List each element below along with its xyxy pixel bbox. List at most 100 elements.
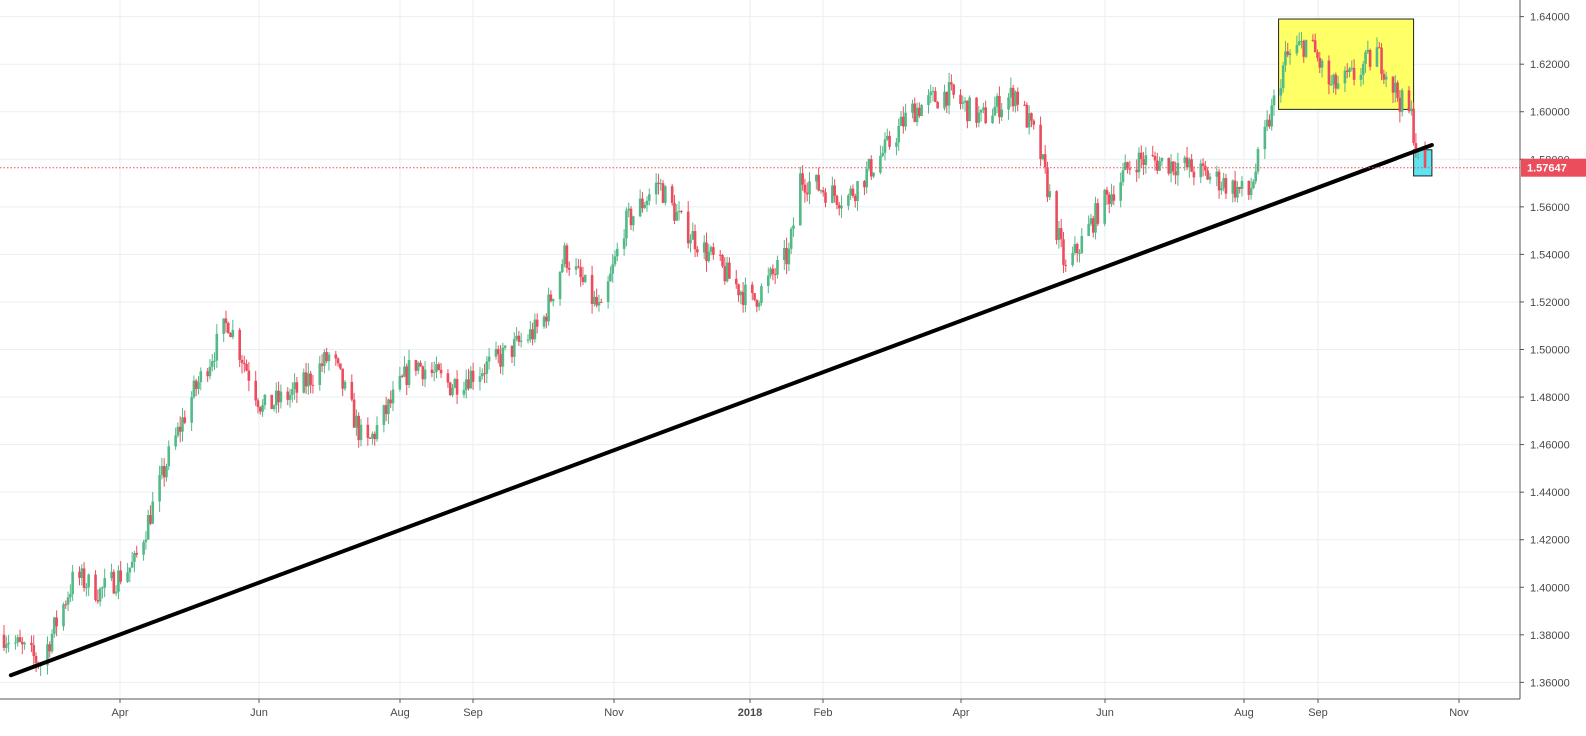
x-tick-label: Apr xyxy=(952,707,969,719)
y-tick-label: 1.44000 xyxy=(1530,487,1570,499)
candle-body xyxy=(547,294,550,322)
candle-body xyxy=(1075,244,1079,254)
candle-body xyxy=(1377,47,1381,49)
candle-body xyxy=(995,95,999,107)
candle-body xyxy=(1410,108,1413,112)
candle-body xyxy=(455,379,459,395)
candle-body xyxy=(1172,161,1175,172)
candle-body xyxy=(355,415,358,428)
candle-body xyxy=(176,426,180,436)
candle-body xyxy=(835,195,839,205)
candle-body xyxy=(64,604,68,606)
candle-body xyxy=(993,106,997,116)
candle-body xyxy=(167,446,171,467)
candle-body xyxy=(288,394,292,400)
candle-body xyxy=(904,112,907,127)
candle-body xyxy=(190,397,193,423)
x-tick-label: Sep xyxy=(1308,707,1328,719)
candle-body xyxy=(936,101,939,109)
candle-body xyxy=(485,361,489,374)
candle-body xyxy=(1139,152,1143,160)
y-tick-label: 1.52000 xyxy=(1530,297,1570,309)
candle-body xyxy=(913,103,917,123)
candle-body xyxy=(1256,149,1260,172)
x-tick-label: Aug xyxy=(1234,707,1254,719)
candle-body xyxy=(85,587,88,589)
candle-body xyxy=(1272,95,1276,106)
candle-body xyxy=(1144,155,1148,165)
candle-body xyxy=(208,366,212,377)
candle-body xyxy=(753,293,756,300)
trendline-layer[interactable] xyxy=(0,143,1520,678)
candle-body xyxy=(803,184,807,193)
y-tick-label: 1.60000 xyxy=(1530,107,1570,119)
candle-body xyxy=(4,644,8,648)
candle-body xyxy=(1366,49,1370,53)
candle-body xyxy=(373,433,377,440)
candle-body xyxy=(368,437,372,439)
candle-body xyxy=(112,571,116,594)
candle-body xyxy=(1352,67,1356,80)
candle-body xyxy=(128,567,132,573)
y-tick-label: 1.50000 xyxy=(1530,345,1570,357)
candle-body xyxy=(654,182,658,195)
candle-body xyxy=(837,204,841,209)
candle-body xyxy=(110,571,113,579)
candle-body xyxy=(311,384,315,386)
candle-body xyxy=(343,381,347,389)
candle-body xyxy=(224,318,228,324)
candle-body xyxy=(1332,74,1335,85)
candle-body xyxy=(183,417,187,423)
candle-body xyxy=(178,426,182,432)
trendline[interactable] xyxy=(8,143,1434,678)
candle-body xyxy=(975,97,978,123)
candle-body xyxy=(629,208,633,226)
candle-body xyxy=(1023,104,1026,106)
candle-body xyxy=(1156,160,1159,171)
candle-body xyxy=(277,390,280,403)
candle-body xyxy=(1238,186,1241,189)
candle-body xyxy=(1103,189,1106,224)
candle-body xyxy=(1384,76,1388,80)
candle-body xyxy=(291,389,294,395)
candle-body xyxy=(1302,40,1306,57)
candle-body xyxy=(1174,171,1177,176)
candle-body xyxy=(677,210,681,213)
candle-body xyxy=(1030,113,1033,121)
candle-body xyxy=(2,634,6,648)
candle-body xyxy=(34,655,38,664)
candle-body xyxy=(565,245,569,269)
candle-body xyxy=(851,188,855,197)
candle-body xyxy=(247,370,251,381)
candle-body xyxy=(1263,126,1267,150)
candle-body xyxy=(1364,52,1367,65)
candle-body xyxy=(728,262,731,279)
candle-body xyxy=(1231,180,1235,194)
candle-body xyxy=(707,251,711,262)
candle-body xyxy=(16,637,20,643)
candle-body xyxy=(931,91,935,93)
candle-body xyxy=(421,366,425,380)
candle-body xyxy=(1128,168,1132,170)
candle-body xyxy=(979,109,983,113)
candle-body xyxy=(1288,53,1292,56)
candle-body xyxy=(1236,186,1239,198)
candle-body xyxy=(1105,189,1109,195)
candle-body xyxy=(341,368,344,389)
candle-body xyxy=(549,294,553,302)
candle-body xyxy=(1167,157,1171,174)
candle-body xyxy=(1199,163,1203,178)
candle-body xyxy=(1295,45,1299,54)
candle-body xyxy=(256,400,260,408)
candle-body xyxy=(977,112,981,123)
candle-body xyxy=(853,196,857,201)
candle-body xyxy=(599,301,603,303)
candle-body xyxy=(320,363,324,366)
y-tick-label: 1.36000 xyxy=(1530,677,1570,689)
candle-body xyxy=(840,205,843,209)
candle-body xyxy=(398,375,402,390)
candle-body xyxy=(1158,161,1161,171)
candle-body xyxy=(1382,73,1386,80)
